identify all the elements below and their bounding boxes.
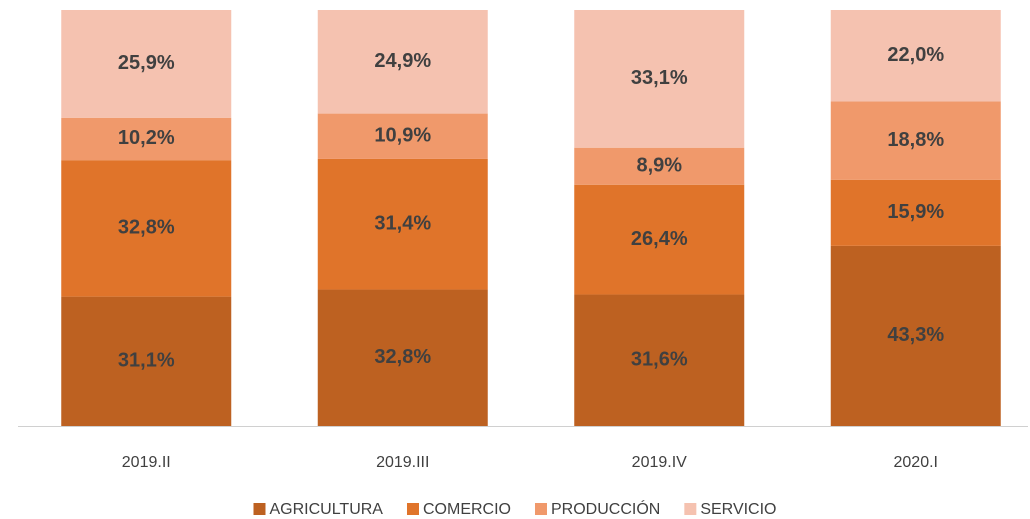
data-label: 32,8% — [118, 217, 175, 239]
data-label: 10,2% — [118, 127, 175, 149]
data-label: 15,9% — [887, 201, 944, 223]
data-label: 10,9% — [374, 125, 431, 147]
bar-segment — [830, 179, 1001, 246]
bar-segment — [61, 296, 232, 426]
bar-segment — [830, 10, 1001, 102]
bar-segment — [61, 10, 232, 118]
bar-segment — [574, 184, 745, 295]
data-label: 31,4% — [374, 213, 431, 235]
data-label: 22,0% — [887, 44, 944, 66]
data-label: 25,9% — [118, 52, 175, 74]
legend-label: SERVICIO — [700, 501, 776, 518]
bar-segment — [574, 147, 745, 185]
bar-segment — [830, 101, 1001, 180]
legend-label: PRODUCCIÓN — [551, 499, 660, 518]
data-label: 18,8% — [887, 129, 944, 151]
data-label: 31,1% — [118, 350, 175, 372]
legend-label: AGRICULTURA — [269, 501, 383, 518]
bar-segment — [61, 160, 232, 297]
data-label: 8,9% — [636, 154, 682, 176]
data-label: 31,6% — [631, 349, 688, 371]
legend-label: COMERCIO — [423, 501, 511, 518]
data-label: 26,4% — [631, 228, 688, 250]
bar-segment — [317, 10, 488, 114]
data-label: 43,3% — [887, 324, 944, 346]
bar-segment — [830, 245, 1001, 426]
legend-swatch — [684, 503, 697, 515]
x-tick-label: 2019.III — [376, 454, 429, 471]
bar-segment — [317, 113, 488, 159]
x-tick-label: 2020.I — [894, 454, 938, 471]
x-tick-label: 2019.II — [122, 454, 171, 471]
data-label: 33,1% — [631, 67, 688, 89]
x-tick-label: 2019.IV — [632, 454, 687, 471]
legend-swatch — [534, 503, 547, 515]
bar-segment — [574, 294, 745, 426]
data-label: 24,9% — [374, 50, 431, 72]
legend-swatch — [406, 503, 419, 515]
bar-segment — [61, 117, 232, 161]
data-label: 32,8% — [374, 346, 431, 368]
bar-segment — [317, 158, 488, 290]
bar-segment — [317, 289, 488, 426]
legend-swatch — [253, 503, 266, 515]
bar-segment — [574, 10, 745, 148]
